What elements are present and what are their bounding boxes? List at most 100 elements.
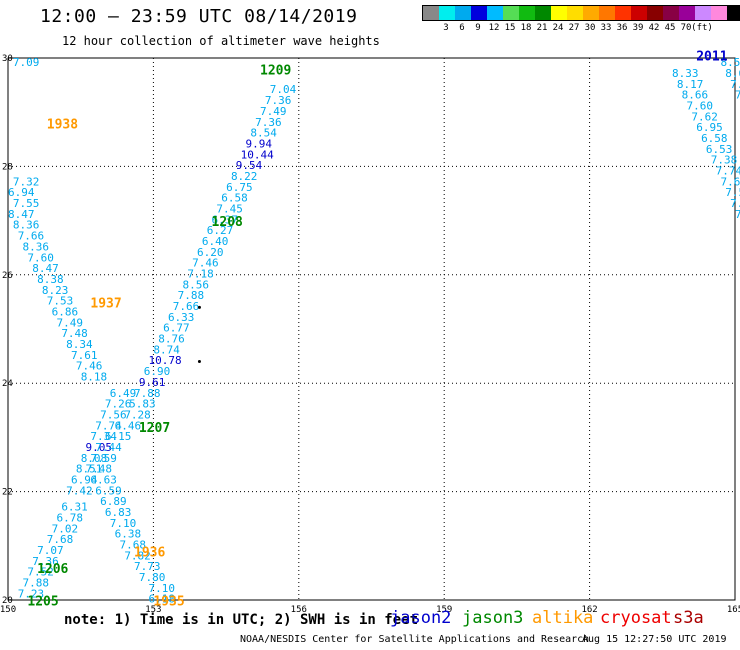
- wave-height-value: 8.36: [13, 219, 39, 232]
- wave-height-value: 7.18: [187, 268, 214, 281]
- wave-height-value: 7.23: [18, 587, 45, 600]
- wave-height-value: 7.53: [47, 295, 73, 308]
- wave-height-value: 7.60: [687, 99, 714, 112]
- legend-color-bar: [422, 5, 740, 21]
- wave-height-value: 7.55: [725, 186, 740, 199]
- wave-height-value: 7.38: [711, 154, 738, 167]
- legend-labels: 3 6 9 12 15 18 21 24 27 30 33 36 39 42 45 70 (ft): [422, 21, 740, 35]
- wave-height-value: 7.49: [56, 316, 83, 329]
- wave-height-value: 7.66: [173, 300, 200, 313]
- satellite-label-jason2: jason2: [390, 608, 452, 628]
- legend-swatch: [695, 6, 711, 20]
- wave-height-value: 6.83: [105, 506, 132, 519]
- wave-height-value: 7.32: [13, 175, 39, 188]
- legend-label: 15: [504, 23, 516, 33]
- wave-height-value: 6.15: [105, 430, 132, 443]
- wave-height-value: 7.36: [32, 555, 59, 568]
- legend-label: 30: [584, 23, 596, 33]
- pass-number-label: 1209: [260, 63, 291, 78]
- wave-height-value: 6.94: [71, 473, 98, 486]
- wave-height-value: 8.56: [182, 278, 209, 291]
- satellite-label-jason3: jason3: [462, 608, 524, 628]
- wave-height-value: 8.53: [720, 56, 740, 69]
- pass-number-label: 1206: [37, 562, 68, 577]
- wave-height-value: 7.48: [61, 327, 88, 340]
- wave-height-value: 9.54: [236, 159, 263, 172]
- wave-height-value: 8.17: [677, 78, 704, 91]
- legend-label: (ft): [691, 23, 713, 33]
- wave-height-value: 7.02: [52, 522, 78, 535]
- legend-swatch: [535, 6, 551, 20]
- wave-height-value: 6.90: [144, 365, 171, 378]
- tick-label-longitude: 165: [727, 605, 740, 615]
- legend-swatch: [599, 6, 615, 20]
- legend-swatch: [439, 6, 455, 20]
- wave-height-value: 7.20: [735, 89, 740, 102]
- wave-height-value: 7.74: [95, 419, 122, 432]
- wave-height-value: 7.84: [735, 208, 740, 221]
- wave-height-value: 8.33: [672, 67, 699, 80]
- wave-height-value: 7.61: [71, 349, 98, 362]
- legend-label: 18: [520, 23, 532, 33]
- legend-label: 45: [664, 23, 676, 33]
- legend-swatch: [711, 6, 727, 20]
- wave-height-value: 6.49: [110, 387, 137, 400]
- wave-height-value: 8.62: [725, 67, 740, 80]
- wave-height-value: 7.23: [730, 197, 740, 210]
- map-title: 12:00 – 23:59 UTC 08/14/2019: [40, 6, 358, 27]
- wave-height-value: 8.38: [37, 273, 64, 286]
- wave-height-value: 7.10: [149, 582, 176, 595]
- wave-height-value: 6.94: [8, 186, 35, 199]
- wave-height-value: 7.22: [730, 78, 740, 91]
- wave-height-value: 6.53: [706, 143, 733, 156]
- credit-line: NOAA/NESDIS Center for Satellite Applica…: [240, 634, 590, 645]
- satellite-label-altika: altika: [532, 608, 594, 628]
- wave-height-value: 8.34: [66, 338, 93, 351]
- wave-height-value: 8.22: [231, 170, 257, 183]
- tick-label-longitude: 153: [145, 605, 161, 615]
- wave-height-value: 7.46: [192, 257, 219, 270]
- legend-swatch: [423, 6, 439, 20]
- wave-height-value: 6.33: [168, 311, 195, 324]
- legend-swatch: [567, 6, 583, 20]
- tick-label-latitude: 22: [2, 488, 13, 498]
- tick-label-latitude: 26: [2, 271, 13, 281]
- pass-number-label: 1938: [47, 117, 78, 132]
- wave-height-value: 6.40: [202, 235, 229, 248]
- wave-height-value: 6.27: [207, 224, 234, 237]
- wave-height-value: 7.68: [119, 539, 145, 552]
- wave-height-value: 10.44: [241, 148, 274, 161]
- wave-height-value: 8.51: [76, 463, 103, 476]
- legend-swatch: [455, 6, 471, 20]
- wave-height-value: 7.42: [66, 484, 93, 497]
- pass-number-label: 1205: [27, 594, 58, 609]
- wave-height-value: 7.52: [27, 566, 53, 579]
- wave-height-value: 6.31: [61, 501, 88, 514]
- legend-label: 6: [459, 23, 465, 33]
- legend-swatch: [615, 6, 631, 20]
- legend-label: 21: [536, 23, 548, 33]
- legend-swatch: [663, 6, 679, 20]
- legend-swatch: [631, 6, 647, 20]
- wave-height-value: 7.26: [105, 398, 132, 411]
- wave-height-value: 10.78: [149, 354, 182, 367]
- color-legend: 3 6 9 12 15 18 21 24 27 30 33 36 39 42 45 70 (ft): [422, 5, 740, 35]
- legend-label: 24: [552, 23, 564, 33]
- wave-height-value: 7.73: [134, 560, 161, 573]
- legend-swatch: [503, 6, 519, 20]
- pass-number-label: 1936: [134, 546, 165, 561]
- wave-height-value: 6.18: [149, 593, 176, 606]
- wave-height-value: 9.94: [245, 137, 272, 150]
- tick-label-latitude: 30: [2, 54, 13, 64]
- wave-height-value: 6.38: [115, 528, 142, 541]
- tick-label-longitude: 159: [436, 605, 452, 615]
- wave-height-value: 7.28: [124, 408, 151, 421]
- wave-height-value: 7.66: [18, 230, 45, 243]
- map-frame: [7, 57, 736, 601]
- wave-height-value: 6.20: [197, 246, 224, 259]
- satellite-label-s3a: s3a: [673, 608, 704, 628]
- legend-swatch: [679, 6, 695, 20]
- tick-label-latitude: 20: [2, 596, 13, 606]
- legend-label: 70: [680, 23, 692, 33]
- wave-height-value: 7.44: [95, 441, 122, 454]
